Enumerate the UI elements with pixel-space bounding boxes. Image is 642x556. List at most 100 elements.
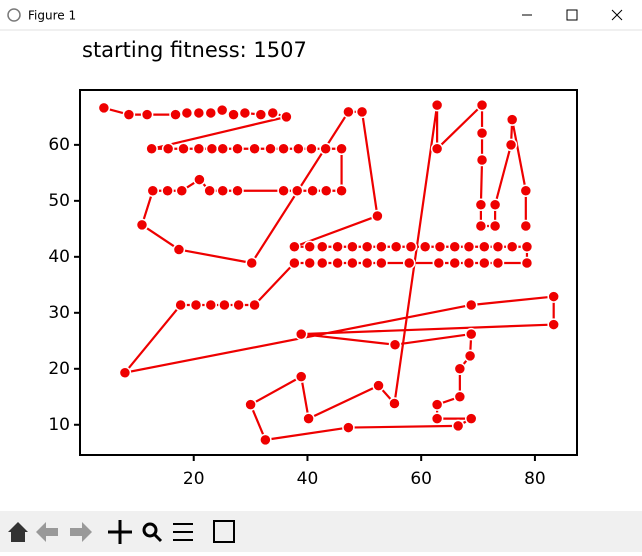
city-marker xyxy=(488,198,502,212)
city-marker xyxy=(463,349,477,363)
city-marker xyxy=(331,256,344,270)
city-marker xyxy=(204,298,218,312)
city-marker xyxy=(302,412,315,425)
window-title: Figure 1 xyxy=(28,9,76,23)
city-marker xyxy=(375,256,388,270)
city-marker xyxy=(290,184,304,198)
y-tick-label: 10 xyxy=(48,415,70,435)
city-marker xyxy=(232,298,245,312)
city-marker xyxy=(319,142,332,156)
city-marker xyxy=(216,142,229,156)
city-marker xyxy=(504,138,518,152)
city-marker xyxy=(259,433,272,447)
city-marker xyxy=(205,142,219,156)
city-marker xyxy=(174,298,187,312)
city-marker xyxy=(189,298,203,312)
city-marker xyxy=(418,240,432,253)
city-marker xyxy=(254,108,268,121)
city-marker xyxy=(453,362,467,376)
configure-button[interactable] xyxy=(173,523,193,541)
city-marker xyxy=(491,256,505,270)
city-marker xyxy=(277,184,290,198)
city-marker xyxy=(388,338,402,351)
city-marker xyxy=(161,142,175,156)
y-tick-label: 60 xyxy=(48,135,70,155)
city-marker xyxy=(177,142,190,156)
city-marker xyxy=(433,240,447,253)
city-marker xyxy=(218,298,231,312)
city-marker xyxy=(375,240,388,253)
city-marker xyxy=(244,398,257,411)
maximize-button[interactable] xyxy=(566,9,578,21)
city-marker xyxy=(248,142,261,156)
pan-button[interactable] xyxy=(108,520,132,544)
city-marker xyxy=(175,184,189,198)
city-marker xyxy=(474,219,488,233)
toolbar xyxy=(0,511,642,552)
city-marker xyxy=(335,184,348,198)
city-marker xyxy=(519,184,533,198)
city-marker xyxy=(342,421,355,434)
city-marker xyxy=(547,318,560,331)
city-marker xyxy=(464,412,478,425)
city-marker xyxy=(388,397,401,410)
city-marker xyxy=(475,98,489,112)
city-marker xyxy=(505,240,519,253)
city-marker xyxy=(118,366,132,379)
city-marker xyxy=(547,290,560,303)
city-marker xyxy=(306,184,319,198)
city-marker xyxy=(146,184,160,198)
city-marker xyxy=(292,142,305,156)
city-marker xyxy=(180,106,194,120)
city-marker xyxy=(266,106,280,120)
city-marker xyxy=(319,184,333,198)
city-marker xyxy=(315,240,329,253)
y-tick-label: 40 xyxy=(48,247,70,267)
zoom-button[interactable] xyxy=(142,522,158,538)
x-tick-label: 80 xyxy=(524,469,546,489)
toolbar-buttons xyxy=(8,520,235,544)
city-marker xyxy=(294,327,308,341)
home-button[interactable] xyxy=(8,522,28,542)
city-marker xyxy=(248,298,261,312)
close-button[interactable] xyxy=(611,9,623,21)
city-marker xyxy=(140,108,154,121)
city-marker xyxy=(451,419,465,433)
city-marker xyxy=(491,240,505,253)
city-marker xyxy=(122,108,136,121)
city-marker xyxy=(288,240,301,253)
x-tick-label: 40 xyxy=(297,469,319,489)
y-tick-label: 20 xyxy=(48,359,70,379)
back-button[interactable] xyxy=(36,522,58,542)
city-marker xyxy=(464,298,478,312)
city-marker xyxy=(169,108,182,121)
city-marker xyxy=(475,153,489,167)
city-marker xyxy=(355,105,369,119)
city-marker xyxy=(231,142,244,156)
city-marker xyxy=(402,256,416,270)
city-marker xyxy=(478,240,491,253)
forward-button[interactable] xyxy=(70,522,92,542)
city-marker xyxy=(303,256,316,270)
city-marker xyxy=(346,256,359,270)
city-marker xyxy=(315,256,329,270)
city-marker xyxy=(430,98,444,112)
city-marker xyxy=(215,103,229,117)
city-marker xyxy=(192,106,206,120)
save-button[interactable] xyxy=(213,520,235,543)
city-marker xyxy=(372,379,385,392)
city-marker xyxy=(360,256,374,270)
city-marker xyxy=(474,198,488,212)
city-marker xyxy=(519,219,533,233)
city-marker xyxy=(294,370,308,383)
city-marker xyxy=(475,126,489,140)
city-marker xyxy=(346,240,359,253)
city-marker xyxy=(288,256,301,270)
city-marker xyxy=(430,142,444,156)
city-marker xyxy=(331,240,344,253)
city-marker xyxy=(193,173,206,186)
city-marker xyxy=(204,106,218,120)
city-marker xyxy=(360,240,374,253)
city-marker xyxy=(342,105,355,119)
